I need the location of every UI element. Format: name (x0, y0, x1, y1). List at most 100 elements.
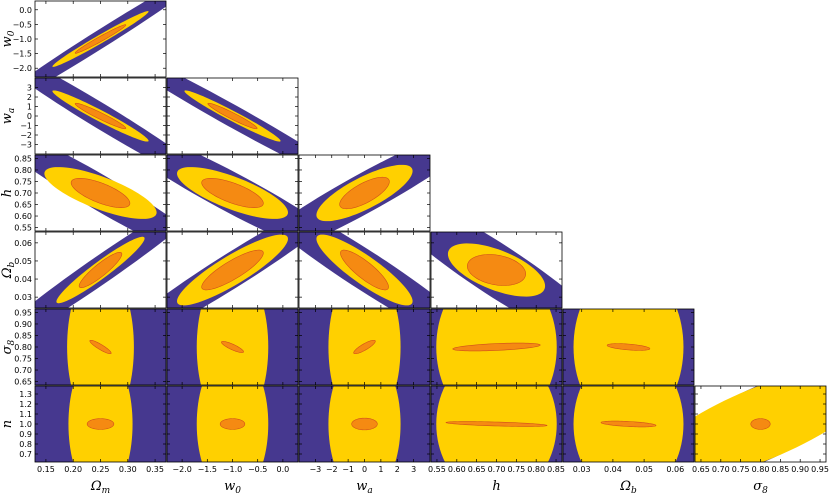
x-tick-label: 0.60 (448, 465, 466, 474)
y-tick-label: 0.65 (14, 201, 32, 210)
x-axis-label-Ob: Ωb (619, 479, 637, 496)
x-tick-label: −2.0 (172, 465, 191, 474)
y-tick-label: −2.0 (13, 64, 32, 73)
x-tick-label: 0.95 (811, 465, 829, 474)
x-tick-label: −0.5 (248, 465, 267, 474)
x-tick-label: −1.0 (223, 465, 242, 474)
inner-contour (201, 178, 264, 208)
x-tick-label: 0.70 (488, 465, 506, 474)
y-tick-label: 2 (27, 93, 32, 102)
inner-contour (353, 339, 376, 355)
inner-contour (467, 254, 526, 286)
y-tick-label: 1.0 (19, 420, 32, 429)
inner-contour (339, 176, 390, 210)
x-tick-label: −1 (342, 465, 354, 474)
inner-contour (78, 251, 123, 289)
panel-Om-Ob: 0.03 0.04 0.05 0.06 Ωb (0, 231, 167, 309)
y-tick-label: 1 (27, 103, 32, 112)
y-tick-label: 0.05 (14, 257, 32, 266)
y-tick-label: 0.8 (19, 440, 32, 449)
y-tick-label: −1 (20, 122, 32, 131)
x-axis-label-h: h (492, 479, 500, 494)
x-tick-label: 0.35 (146, 465, 164, 474)
x-tick-label: 0.65 (468, 465, 486, 474)
x-tick-label: 0.03 (573, 465, 591, 474)
x-axis-label-Om: Ωm (90, 479, 110, 496)
panel-Om-h: 0.55 0.60 0.65 0.70 0.75 0.80 0.85 h (0, 154, 167, 233)
y-tick-label: 0.80 (14, 343, 32, 352)
y-tick-label: 0.7 (19, 450, 32, 459)
y-tick-label: 0.9 (19, 430, 32, 439)
y-axis-label-n: n (0, 420, 15, 428)
x-tick-label: 0.65 (692, 465, 710, 474)
panel-s8-n: 0.65 0.70 0.75 0.80 0.85 0.90 0.95 σ8 (692, 385, 829, 496)
y-tick-label: 0.80 (14, 166, 32, 175)
y-tick-label: −3 (20, 141, 32, 150)
panel-Om-w0: −2.0 −1.5 −1.0 −0.5 0.0 w0 (0, 0, 167, 78)
y-tick-label: −2 (20, 131, 32, 140)
panel-w0-n: −2.0 −1.5 −1.0 −0.5 0.0 w0 (166, 385, 299, 496)
x-tick-label: 3 (411, 465, 416, 474)
panel-Om-n: 0.70.80.91.01.11.21.3 n 0.15 0.20 0.25 0.30 0.… (0, 385, 167, 496)
inner-contour (351, 417, 378, 431)
x-tick-label: 0.25 (92, 465, 110, 474)
inner-contour (750, 418, 771, 430)
panel-h-s8 (430, 308, 563, 386)
y-tick-label: 1.1 (19, 410, 32, 419)
panel-wa-s8 (298, 308, 431, 386)
inner-contour (74, 24, 127, 54)
y-tick-label: 0.75 (14, 355, 32, 364)
y-tick-label: 0.03 (14, 293, 32, 302)
x-tick-label: 0.0 (277, 465, 290, 474)
panel-Om-s8: 0.65 0.70 0.75 0.80 0.85 0.90 0.95 σ8 (0, 308, 167, 387)
panel-w0-s8 (166, 308, 299, 386)
y-tick-label: 0.0 (19, 6, 32, 15)
x-tick-label: 0.75 (507, 465, 525, 474)
inner-contour (74, 102, 127, 130)
panel-wa-n: −3 −2 −1 0 1 2 3 wa (298, 385, 431, 496)
y-axis-label-Ob: Ωb (0, 261, 17, 279)
x-tick-label: 0.06 (666, 465, 684, 474)
y-tick-label: −1.0 (13, 35, 32, 44)
y-tick-label: 0.04 (14, 275, 32, 284)
y-tick-label: 0 (27, 112, 32, 121)
x-tick-label: 0.55 (428, 465, 446, 474)
inner-contour (340, 249, 389, 291)
x-axis-label-s8: σ8 (753, 479, 768, 496)
x-tick-label: 0.80 (752, 465, 770, 474)
inner-contour (600, 420, 657, 428)
panel-w0-Ob (166, 231, 299, 309)
y-axis-label-wa: wa (0, 108, 17, 125)
x-tick-label: 0.85 (547, 465, 565, 474)
y-axis-label-h: h (0, 189, 15, 197)
panel-h-n: 0.55 0.60 0.65 0.70 0.75 0.80 0.85 h (428, 385, 565, 494)
inner-contour (86, 418, 115, 430)
y-tick-label: 0.65 (14, 378, 32, 387)
panel-h-Ob (430, 231, 563, 309)
panel-w0-h (166, 154, 299, 232)
y-tick-label: 0.90 (14, 320, 32, 329)
y-tick-label: −0.5 (13, 20, 32, 29)
x-tick-label: −1.5 (198, 465, 217, 474)
inner-contour (70, 178, 131, 208)
x-tick-label: 1 (378, 465, 383, 474)
y-axis-label-w0: w0 (0, 30, 17, 47)
y-tick-label: 0.95 (14, 308, 32, 317)
inner-contour (445, 421, 548, 427)
y-tick-label: 0.60 (14, 212, 32, 221)
x-tick-label: 0.70 (712, 465, 730, 474)
inner-contour (221, 341, 244, 353)
x-tick-label: 0.15 (37, 465, 55, 474)
y-tick-label: 0.70 (14, 189, 32, 198)
x-tick-label: 0.04 (604, 465, 622, 474)
inner-contour (219, 418, 246, 430)
inner-contour (606, 343, 651, 351)
panel-wa-Ob (298, 231, 431, 309)
x-tick-label: 0.05 (635, 465, 653, 474)
y-tick-label: 1.2 (19, 400, 32, 409)
panel-Ob-n: 0.03 0.04 0.05 0.06 Ωb (562, 385, 695, 496)
y-tick-label: 1.3 (19, 390, 32, 399)
y-tick-label: 0.70 (14, 366, 32, 375)
x-tick-label: 0.20 (64, 465, 82, 474)
x-tick-label: 2 (395, 465, 400, 474)
